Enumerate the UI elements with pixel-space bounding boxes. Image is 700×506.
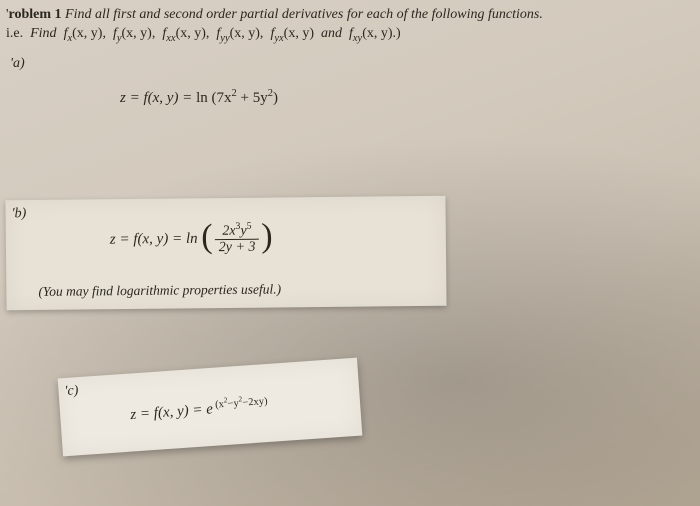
fxx-sub: xx [166, 33, 175, 44]
fyx-args: (x, y) [284, 26, 314, 41]
fyy-sub: yy [220, 33, 229, 44]
equation-c: z = f(x, y) = e (x2−y2−2xy) [129, 392, 268, 424]
eq-c-exp-m2: −2xy) [242, 395, 268, 408]
fxx-args: (x, y), [176, 26, 210, 41]
eq-a-mid: + 5y [237, 90, 268, 106]
ie-text: i.e. [6, 26, 23, 41]
fyy-args: (x, y), [230, 26, 264, 41]
problem-header: 'roblem 1 Find all first and second orde… [6, 6, 680, 46]
eq-a-lhs: z = f(x, y) = [120, 90, 196, 106]
page-root: 'roblem 1 Find all first and second orde… [0, 0, 700, 506]
problem-label: roblem 1 [9, 7, 62, 22]
hint-b: (You may find logarithmic properties use… [38, 281, 281, 300]
equation-b: z = f(x, y) = ln ( 2x3y5 2y + 3 ) [110, 220, 273, 260]
eq-b-lhs: z = f(x, y) = ln [110, 231, 198, 248]
part-a-label: 'a) [10, 56, 25, 72]
eq-b-fraction: 2x3y5 2y + 3 [214, 221, 259, 256]
eq-b-num-a: 2x [222, 223, 235, 238]
strip-b: 'b) z = f(x, y) = ln ( 2x3y5 2y + 3 ) (Y… [5, 196, 446, 311]
problem-text: Find all first and second order partial … [65, 7, 543, 22]
fxy-sub: xy [353, 33, 362, 44]
find-word: Find [30, 26, 56, 41]
eq-b-den: 2y + 3 [215, 239, 260, 256]
strip-c: 'c) z = f(x, y) = e (x2−y2−2xy) [58, 358, 363, 457]
fx-args: (x, y), [72, 26, 106, 41]
eq-a-rhs1: ln (7x [196, 90, 231, 106]
part-b-label: 'b) [11, 206, 26, 222]
eq-b-num-s2: 5 [247, 220, 252, 231]
part-c-label-text: c) [67, 383, 79, 399]
part-a-label-text: a) [13, 56, 25, 71]
part-b-label-text: b) [14, 206, 26, 221]
equation-a: z = f(x, y) = ln (7x2 + 5y2) [120, 88, 278, 107]
and-word: and [321, 26, 342, 41]
eq-c-exp-m1: −y [227, 397, 239, 409]
fxy-args: (x, y).) [362, 26, 401, 41]
part-c-label: 'c) [64, 383, 79, 400]
fy-args: (x, y), [122, 26, 156, 41]
eq-a-close: ) [273, 90, 278, 106]
fyx-sub: yx [274, 33, 283, 44]
eq-c-lhs: z = f(x, y) = e [130, 401, 214, 423]
